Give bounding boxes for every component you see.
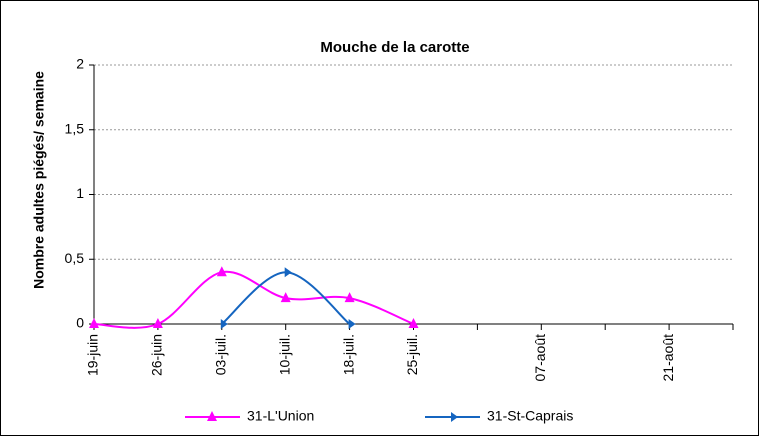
marker: [451, 412, 458, 422]
series-line: [93, 270, 414, 329]
legend-label: 31-L'Union: [247, 408, 314, 424]
chart-title: Mouche de la carotte: [320, 39, 469, 56]
marker: [89, 318, 99, 328]
marker: [408, 318, 419, 328]
y-tick-label: 1: [76, 185, 84, 201]
y-tick-label: 2: [76, 56, 84, 72]
x-tick-label: 19-juin: [85, 334, 101, 376]
marker: [280, 292, 291, 303]
x-tick-label: 25-juil.: [404, 334, 420, 375]
x-tick-label: 10-juil.: [276, 334, 292, 375]
x-tick-label: 18-juil.: [340, 334, 356, 375]
y-tick-label: 0: [76, 315, 84, 331]
marker: [348, 319, 356, 329]
legend-label: 31-St-Caprais: [487, 408, 573, 424]
x-tick-label: 03-juil.: [213, 334, 229, 375]
marker: [220, 319, 228, 329]
y-tick-label: 1,5: [65, 120, 85, 136]
marker: [207, 411, 217, 421]
y-axis-label: Nombre adultes piégés/ semaine: [31, 71, 47, 289]
marker: [216, 266, 227, 277]
x-tick-label: 07-août: [532, 334, 548, 382]
marker: [284, 267, 292, 278]
marker: [152, 318, 163, 328]
marker: [344, 292, 355, 303]
y-tick-label: 0,5: [65, 250, 85, 266]
x-tick-label: 26-juin: [149, 334, 165, 376]
x-tick-label: 21-août: [660, 334, 676, 382]
